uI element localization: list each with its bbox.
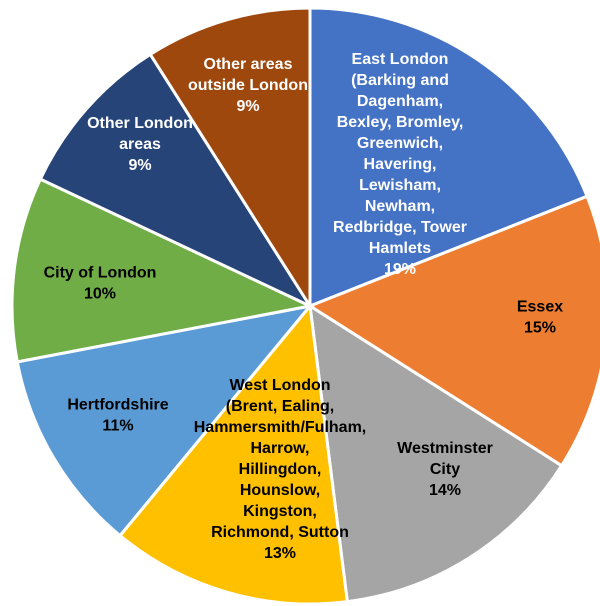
- label-line: Hammersmith/Fulham,: [194, 419, 366, 436]
- slice-label: East London (Barking and Dagenham, Bexley, …: [333, 51, 467, 257]
- label-line: Havering,: [364, 156, 437, 173]
- label-line: Kingston,: [243, 503, 317, 520]
- label-line: (Brent, Ealing,: [226, 398, 334, 415]
- label-line: Redbridge, Tower: [333, 219, 467, 236]
- label-line: Greenwich,: [357, 135, 443, 152]
- value-label: 13%: [264, 545, 296, 562]
- label-line: Richmond, Sutton: [211, 524, 349, 541]
- label-line: Newham,: [365, 198, 435, 215]
- label-line: Hertfordshire: [67, 397, 168, 414]
- label-line: Bexley, Bromley,: [337, 114, 464, 131]
- label-line: West London: [229, 377, 330, 394]
- label-line: Essex: [517, 299, 563, 316]
- slice-label: West London (Brent, Ealing, Hammersmith/Fu…: [194, 377, 366, 541]
- label-line: Harrow,: [251, 440, 310, 457]
- pie-slice: [15, 303, 314, 538]
- value-label: 9%: [236, 98, 259, 115]
- label-line: Other areas: [204, 56, 293, 73]
- label-line: East London: [352, 51, 449, 68]
- pie-slice: [308, 6, 590, 309]
- label-line: outside London: [188, 77, 308, 94]
- label-line: Hillingdon,: [239, 461, 322, 478]
- pie-slice: [117, 302, 350, 606]
- value-label: 14%: [429, 482, 461, 499]
- label-line: Dagenham,: [357, 93, 443, 110]
- value-label: 9%: [128, 157, 151, 174]
- pie-slice: [38, 52, 315, 310]
- value-label: 11%: [102, 418, 133, 435]
- pie-slice: [306, 194, 600, 468]
- value-label: 15%: [524, 320, 556, 337]
- label-line: areas: [119, 136, 161, 153]
- label-line: (Barking and: [351, 72, 449, 89]
- slice-label: Hertfordshire: [67, 397, 168, 414]
- label-line: Hamlets: [369, 240, 431, 257]
- pie-slice: [308, 303, 564, 604]
- value-label: 19%: [384, 261, 416, 278]
- label-line: Lewisham,: [359, 177, 441, 194]
- slice-label: Other London areas: [87, 115, 193, 153]
- pie-slice: [10, 177, 315, 364]
- label-line: City of London: [44, 265, 157, 282]
- label-line: Other London: [87, 115, 193, 132]
- slice-label: Other areas outside London: [188, 56, 308, 94]
- pie-slice: [148, 6, 312, 312]
- slice-label: Westminster City: [397, 440, 493, 478]
- value-label: 10%: [84, 286, 116, 303]
- slice-label: Essex: [517, 299, 563, 316]
- label-line: City: [430, 461, 460, 478]
- label-line: Westminster: [397, 440, 493, 457]
- label-line: Hounslow,: [240, 482, 320, 499]
- slice-label: City of London: [44, 265, 157, 282]
